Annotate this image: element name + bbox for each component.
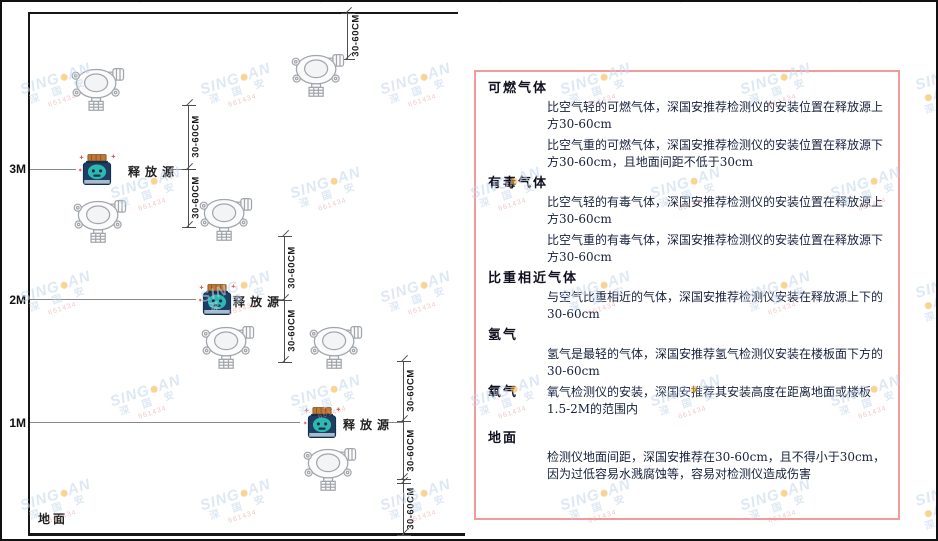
brand-dot-icon [419, 280, 429, 290]
dimension-label: 30-60CM [405, 369, 417, 412]
leader-1m [30, 422, 300, 423]
brand-dot-icon [239, 488, 249, 498]
brand-dot-icon [59, 72, 69, 82]
leader-2m [30, 299, 196, 300]
dimension-label: 30-60CM [286, 309, 298, 352]
brand-dot-icon [924, 509, 933, 518]
brand-dot-icon [149, 384, 159, 394]
brand-dot-icon [924, 93, 933, 102]
section-heading-toxic: 有毒气体 [488, 176, 549, 191]
leader-3m [30, 169, 76, 170]
brand-dot-icon [239, 280, 249, 290]
brand-dot-icon [329, 176, 339, 186]
dimension-label: 30-60CM [190, 176, 202, 219]
section-paragraph: 比空气轻的有毒气体，深国安推荐检测仪的安装位置在释放源上方30-60cm [547, 195, 884, 226]
section-heading-flammable: 可燃气体 [488, 81, 549, 96]
section-paragraph: 检测仪地面间距，深国安推荐在30-60cm，且不得小于30cm，因为过低容易水溅… [547, 450, 886, 481]
dimension-label: 30-60CM [350, 14, 362, 57]
dimension-line-2m [278, 236, 292, 363]
section-paragraph: 比空气重的可燃气体，深国安推荐检测仪的安装位置在释放源下方30-60cm，且地面… [547, 138, 884, 169]
height-label-1m: 1M [9, 416, 26, 430]
dimension-label: 30-60CM [286, 246, 298, 289]
dimension-line-1m [397, 361, 411, 536]
dimension-label: 30-60CM [405, 429, 417, 472]
release-source-icon [78, 154, 116, 186]
ceiling-line [28, 12, 458, 14]
height-label-2m: 2M [9, 293, 26, 307]
release-source-icon [198, 284, 236, 315]
release-source-label: 释放源 [128, 165, 180, 179]
section-heading-ground: 地面 [488, 431, 519, 446]
wall-line [28, 12, 30, 535]
section-ground: 地面 检测仪地面间距，深国安推荐在30-60cm，且不得小于30cm，因为过低容… [488, 430, 888, 482]
dimension-line-3m [182, 105, 196, 228]
gas-detector-icon-1m-above [309, 326, 363, 369]
info-panel: 可燃气体 比空气轻的可燃气体，深国安推荐检测仪的安装位置在释放源上方30-60c… [474, 70, 900, 520]
ground-line [28, 533, 465, 536]
brand-dot-icon [59, 488, 69, 498]
release-source-label: 释放源 [233, 295, 285, 309]
section-paragraph: 比空气轻的可燃气体，深国安推荐检测仪的安装位置在释放源上方30-60cm [547, 100, 884, 131]
section-heading-oxygen: 氧气 [488, 385, 519, 400]
gas-detector-icon-1m-below [303, 448, 357, 491]
ground-label: 地面 [38, 512, 69, 526]
section-similar-density-gas: 比重相近气体 与空气比重相近的气体，深国安推荐检测仪安装在释放源上下的30-60… [488, 270, 888, 322]
section-toxic-gas: 有毒气体 比空气轻的有毒气体，深国安推荐检测仪的安装位置在释放源上方30-60c… [488, 175, 888, 265]
brand-dot-icon [924, 301, 933, 310]
leader-3m-right [170, 169, 188, 170]
section-oxygen: 氧气 氧气检测仪的安装，深国安推荐其安装高度在距离地面或楼板1.5-2M的范围内 [488, 384, 888, 422]
section-heading-hydrogen: 氢气 [488, 328, 519, 343]
height-label-3m: 3M [9, 162, 26, 176]
brand-dot-icon [239, 72, 249, 82]
gas-detector-icon-ceiling [291, 54, 345, 97]
gas-detector-icon-2m-below [201, 326, 255, 369]
section-heading-similar-density: 比重相近气体 [488, 271, 579, 286]
dimension-line-ceiling [341, 13, 355, 60]
release-source-icon [303, 407, 341, 438]
section-paragraph: 比空气重的有毒气体，深国安推荐检测仪的安装位置在释放源下方30-60cm [547, 233, 884, 264]
section-hydrogen: 氢气 氢气是最轻的气体，深国安推荐氢气检测仪安装在楼板面下方的30-60cm [488, 327, 888, 379]
brand-dot-icon [419, 488, 429, 498]
leader-1m-right [388, 422, 403, 423]
section-paragraph: 氢气是最轻的气体，深国安推荐氢气检测仪安装在楼板面下方的30-60cm [547, 347, 884, 378]
gas-detector-icon-3m-below [73, 200, 127, 243]
release-source-label: 释放源 [343, 418, 395, 432]
section-flammable-gas: 可燃气体 比空气轻的可燃气体，深国安推荐检测仪的安装位置在释放源上方30-60c… [488, 80, 888, 170]
brand-dot-icon [419, 72, 429, 82]
section-paragraph: 与空气比重相近的气体，深国安推荐检测仪安装在释放源上下的30-60cm [547, 290, 884, 321]
dimension-label: 30-60CM [405, 487, 417, 530]
brand-dot-icon [59, 280, 69, 290]
section-paragraph: 氧气检测仪的安装，深国安推荐其安装高度在距离地面或楼板1.5-2M的范围内 [547, 385, 872, 416]
gas-detector-icon-3m-above [71, 68, 125, 111]
brand-dot-icon [329, 384, 339, 394]
gas-detector-icon-2m-above [199, 198, 253, 241]
dimension-label: 30-60CM [190, 115, 202, 158]
